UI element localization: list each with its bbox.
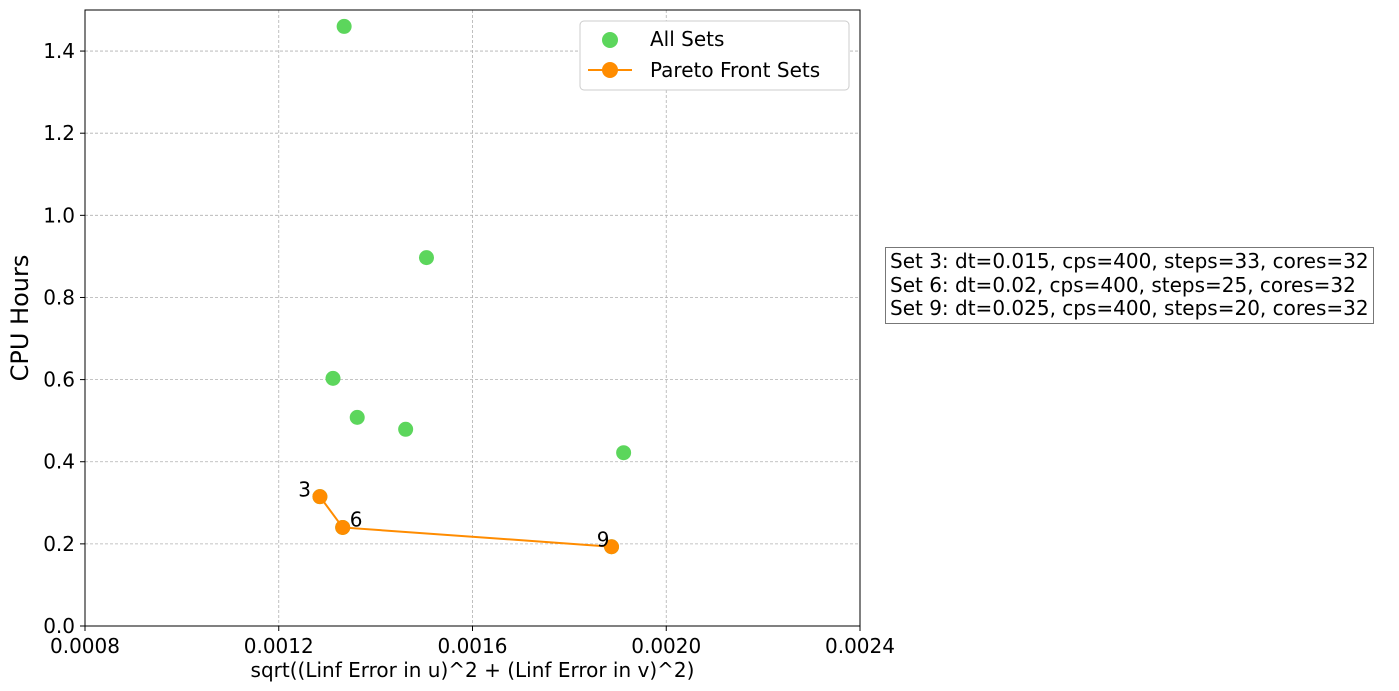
all-sets-point: [616, 445, 632, 461]
x-tick-label: 0.0024: [825, 634, 895, 658]
x-tick-label: 0.0020: [631, 634, 701, 658]
annotation-line-set-3: Set 3: dt=0.015, cps=400, steps=33, core…: [890, 249, 1369, 273]
y-tick-label: 1.0: [43, 203, 75, 227]
x-axis-label: sqrt((Linf Error in u)^2 + (Linf Error i…: [251, 658, 695, 682]
pareto-point: [312, 489, 328, 505]
annotation-line-set-9: Set 9: dt=0.025, cps=400, steps=20, core…: [890, 296, 1369, 320]
y-tick-label: 0.0: [43, 614, 75, 638]
all-sets-point: [349, 409, 365, 425]
all-sets-point: [418, 250, 434, 266]
y-tick-label: 0.6: [43, 368, 75, 392]
legend-label-all-sets: All Sets: [650, 27, 724, 51]
pareto-point: [604, 539, 620, 555]
y-tick-label: 0.8: [43, 285, 75, 309]
legend-marker-pareto: [602, 62, 618, 78]
x-tick-label: 0.0016: [438, 634, 508, 658]
annotation-box: Set 3: dt=0.015, cps=400, steps=33, core…: [885, 247, 1374, 324]
pareto-point-label: 3: [298, 478, 311, 502]
all-sets-point: [325, 370, 341, 386]
legend-label-pareto: Pareto Front Sets: [650, 58, 820, 82]
plot-frame: [84, 9, 861, 627]
pareto-point: [335, 519, 351, 535]
y-tick-label: 0.4: [43, 450, 75, 474]
y-tick-label: 1.4: [43, 39, 75, 63]
legend: All Sets Pareto Front Sets: [579, 20, 850, 91]
y-tick-label: 0.2: [43, 532, 75, 556]
legend-marker-all-sets: [602, 32, 618, 48]
y-axis-label: CPU Hours: [6, 255, 34, 382]
all-sets-point: [336, 18, 352, 34]
axis-ticks: 0.0008 0.0012 0.0016 0.0020 0.0024 0.0 0.2 0.4 0…: [43, 39, 895, 658]
grid: [85, 10, 860, 626]
x-tick-label: 0.0012: [244, 634, 314, 658]
pareto-front-line: [319, 496, 612, 548]
all-sets-point: [398, 421, 414, 437]
pareto-point-label: 9: [597, 528, 610, 552]
y-tick-label: 1.2: [43, 121, 75, 145]
pareto-point-label: 6: [350, 507, 363, 531]
x-tick-label: 0.0008: [50, 634, 120, 658]
legend-frame: [579, 20, 850, 91]
annotation-line-set-6: Set 6: dt=0.02, cps=400, steps=25, cores…: [890, 272, 1356, 297]
series-layer: 3 6 9: [298, 18, 632, 555]
